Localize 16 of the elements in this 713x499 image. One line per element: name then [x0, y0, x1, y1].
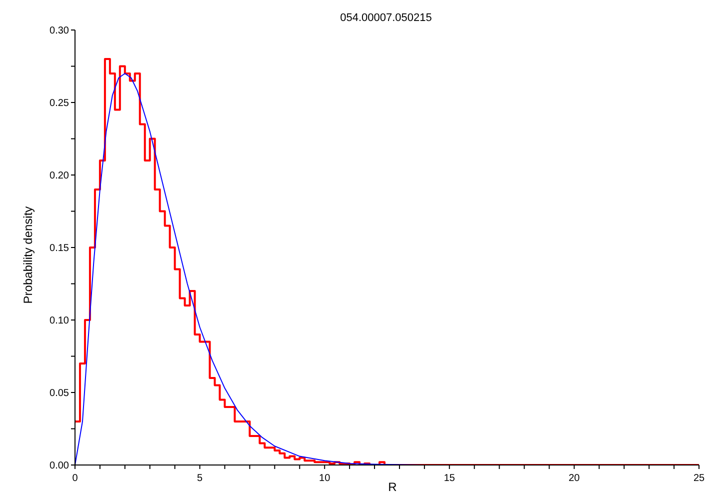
y-tick-label: 0.15 — [50, 243, 70, 254]
x-axis-title: R — [388, 480, 397, 494]
y-tick-label: 0.30 — [50, 26, 70, 37]
y-tick-label: 0.10 — [50, 316, 70, 327]
x-tick-label: 20 — [568, 473, 580, 484]
x-tick-label: 25 — [693, 473, 705, 484]
y-axis-title: Probability density — [21, 205, 35, 306]
x-tick-label: 5 — [197, 473, 204, 484]
chart-title: 054.00007.050215 — [339, 12, 433, 24]
y-tick-label: 0.25 — [50, 98, 70, 110]
x-tick-label: 15 — [444, 473, 456, 484]
x-tick-label: 0 — [72, 473, 78, 484]
y-tick-label: 0.00 — [50, 460, 70, 472]
y-tick-label: 0.20 — [50, 170, 70, 182]
x-tick-label: 10 — [319, 473, 331, 484]
y-tick-label: 0.05 — [50, 388, 70, 400]
